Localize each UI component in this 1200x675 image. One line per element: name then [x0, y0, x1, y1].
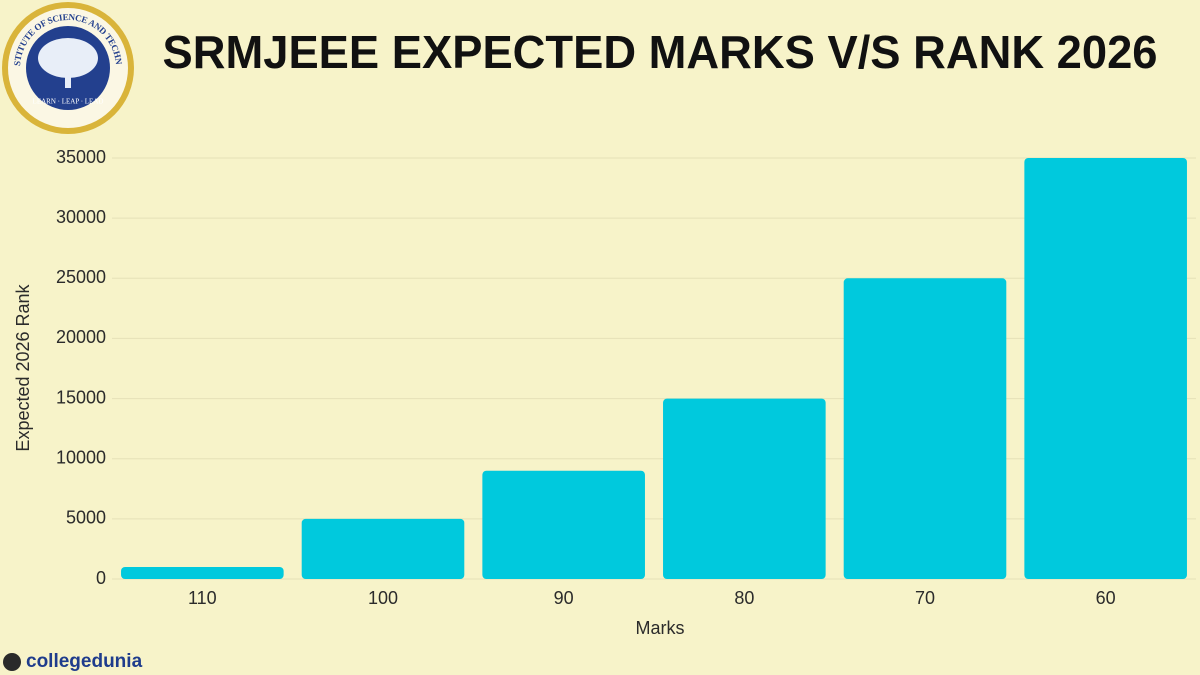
watermark-icon: [3, 653, 21, 671]
bar: [301, 518, 465, 579]
bar: [663, 398, 826, 579]
logo-motto: LEARN · LEAP · LEAD: [33, 98, 104, 106]
x-tick-label: 90: [554, 588, 574, 608]
logo-tree: [38, 38, 98, 78]
x-tick-label: 70: [915, 588, 935, 608]
x-tick-label: 100: [368, 588, 398, 608]
logo-trunk: [65, 70, 71, 88]
y-tick-label: 30000: [56, 207, 106, 227]
y-tick-label: 10000: [56, 447, 106, 467]
y-tick-label: 20000: [56, 327, 106, 347]
chart-title: SRMJEEE EXPECTED MARKS V/S RANK 2026: [163, 26, 1158, 78]
y-axis-label: Expected 2026 Rank: [13, 283, 33, 451]
y-tick-label: 5000: [66, 508, 106, 528]
bar: [121, 566, 284, 579]
x-tick-label: 60: [1096, 588, 1116, 608]
y-tick-label: 35000: [56, 147, 106, 167]
x-tick-label: 110: [188, 588, 217, 608]
y-tick-label: 25000: [56, 267, 106, 287]
x-axis-label: Marks: [636, 618, 685, 638]
y-tick-label: 15000: [56, 387, 106, 407]
bar: [843, 278, 1007, 579]
bar: [1024, 158, 1187, 579]
watermark: collegedunia: [3, 651, 143, 672]
y-tick-label: 0: [96, 568, 106, 588]
watermark-text: collegedunia: [26, 651, 143, 672]
bar: [482, 470, 645, 579]
x-tick-label: 80: [734, 588, 754, 608]
